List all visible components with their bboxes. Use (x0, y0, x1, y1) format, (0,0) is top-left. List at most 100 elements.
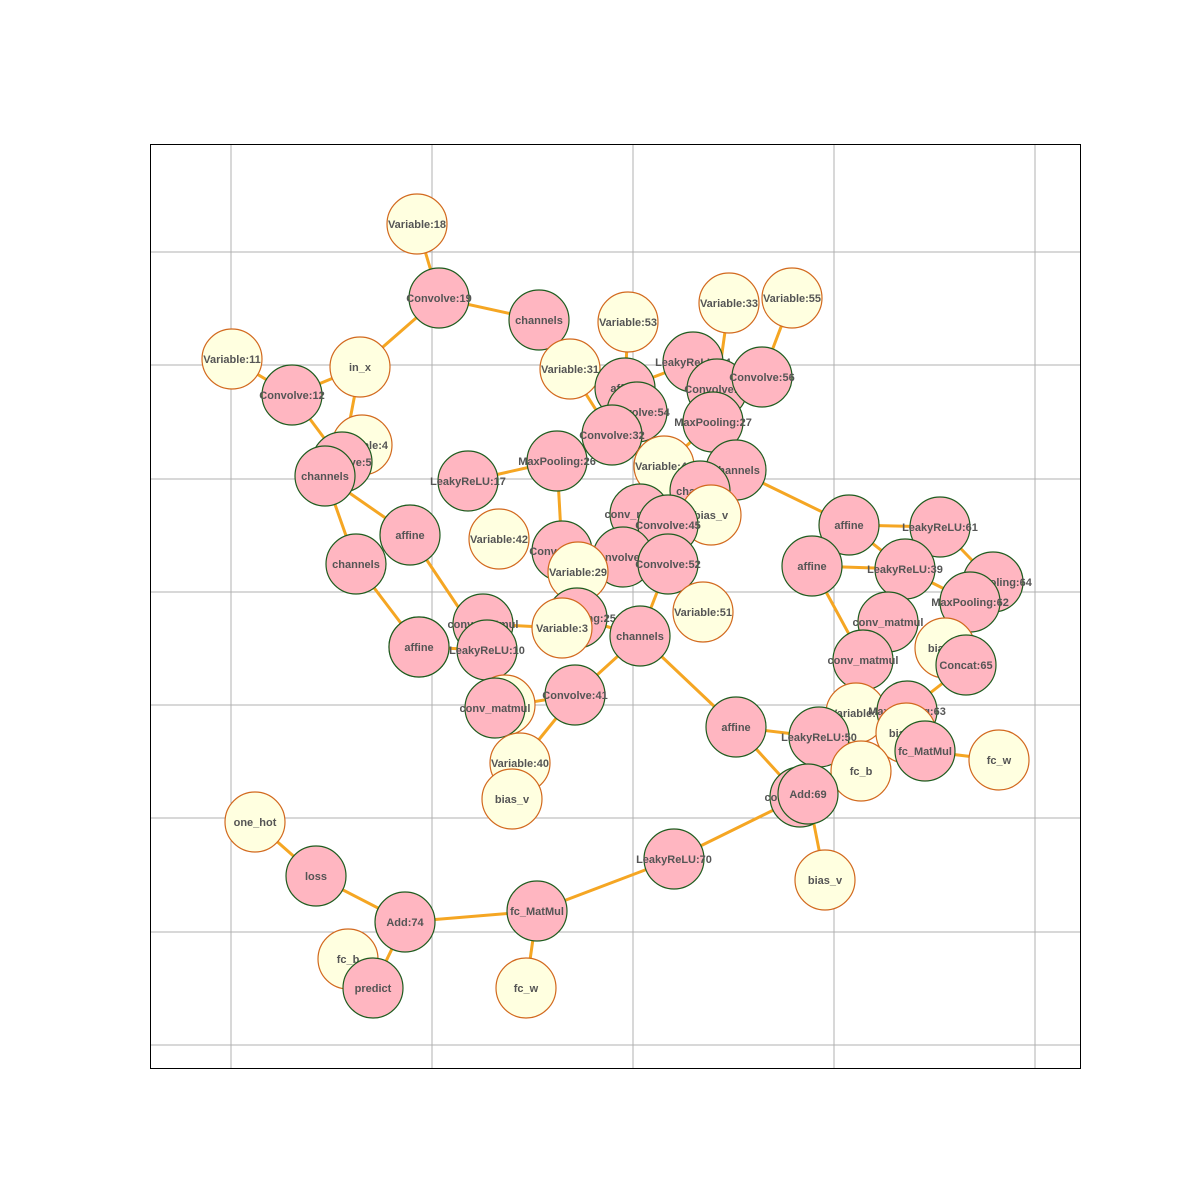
op-node-circle[interactable] (544, 664, 606, 726)
node-cm_c[interactable]: conv_matmul (460, 677, 531, 739)
variable-node-circle[interactable] (531, 597, 593, 659)
node-v33[interactable]: Variable:33 (698, 272, 760, 334)
node-aff_e[interactable]: affine (818, 494, 880, 556)
node-add69[interactable]: Add:69 (777, 763, 839, 825)
variable-node-circle[interactable] (539, 338, 601, 400)
node-v29[interactable]: Variable:29 (547, 541, 609, 603)
node-ch_b[interactable]: channels (294, 445, 356, 507)
node-lr17[interactable]: LeakyReLU:17 (430, 450, 506, 512)
node-c56[interactable]: Convolve:56 (729, 346, 795, 408)
op-node-circle[interactable] (285, 845, 347, 907)
node-v18[interactable]: Variable:18 (386, 193, 448, 255)
op-node-circle[interactable] (506, 880, 568, 942)
op-node-circle[interactable] (818, 494, 880, 556)
node-label: Variable:55 (763, 293, 821, 305)
op-node-circle[interactable] (261, 364, 323, 426)
node-fcw_b[interactable]: fc_w (495, 957, 557, 1019)
node-label: MaxPooling:27 (674, 417, 752, 429)
op-node-circle[interactable] (643, 828, 705, 890)
node-label: affine (395, 530, 424, 542)
node-aff_d[interactable]: affine (388, 616, 450, 678)
node-bias_c[interactable]: bias_v (481, 768, 543, 830)
op-node-circle[interactable] (781, 535, 843, 597)
variable-node-circle[interactable] (761, 267, 823, 329)
node-v42[interactable]: Variable:42 (468, 508, 530, 570)
node-ch_f[interactable]: channels (609, 605, 671, 667)
node-fcmm_b[interactable]: fc_MatMul (506, 880, 568, 942)
node-inx[interactable]: in_x (329, 336, 391, 398)
variable-node-circle[interactable] (468, 508, 530, 570)
node-label: conv_matmul (853, 617, 924, 629)
variable-node-circle[interactable] (830, 740, 892, 802)
node-v53[interactable]: Variable:53 (597, 291, 659, 353)
node-v51[interactable]: Variable:51 (672, 581, 734, 643)
node-label: affine (404, 642, 433, 654)
node-predict[interactable]: predict (342, 957, 404, 1019)
node-v3[interactable]: Variable:3 (531, 597, 593, 659)
node-v31[interactable]: Variable:31 (539, 338, 601, 400)
variable-node-circle[interactable] (495, 957, 557, 1019)
node-lr50[interactable]: LeakyReLU:50 (781, 706, 857, 768)
node-c52[interactable]: Convolve:52 (635, 533, 701, 595)
variable-node-circle[interactable] (329, 336, 391, 398)
op-node-circle[interactable] (894, 720, 956, 782)
variable-node-circle[interactable] (672, 581, 734, 643)
node-mp62[interactable]: MaxPooling:62 (931, 571, 1009, 633)
node-onehot[interactable]: one_hot (224, 791, 286, 853)
op-node-circle[interactable] (374, 891, 436, 953)
op-node-circle[interactable] (342, 957, 404, 1019)
variable-node-circle[interactable] (481, 768, 543, 830)
node-cm_e[interactable]: conv_matmul (828, 629, 899, 691)
op-node-circle[interactable] (935, 634, 997, 696)
node-fcb_a[interactable]: fc_b (830, 740, 892, 802)
node-lr10[interactable]: LeakyReLU:10 (449, 619, 525, 681)
op-node-circle[interactable] (437, 450, 499, 512)
node-mp26[interactable]: MaxPooling:26 (518, 430, 596, 492)
variable-node-circle[interactable] (386, 193, 448, 255)
op-node-circle[interactable] (408, 267, 470, 329)
op-node-circle[interactable] (379, 504, 441, 566)
node-loss[interactable]: loss (285, 845, 347, 907)
variable-node-circle[interactable] (597, 291, 659, 353)
variable-node-circle[interactable] (794, 849, 856, 911)
variable-node-circle[interactable] (698, 272, 760, 334)
node-lr70[interactable]: LeakyReLU:70 (636, 828, 712, 890)
node-v55[interactable]: Variable:55 (761, 267, 823, 329)
op-node-circle[interactable] (777, 763, 839, 825)
node-aff_a[interactable]: affine (379, 504, 441, 566)
op-node-circle[interactable] (637, 533, 699, 595)
node-aff_f[interactable]: affine (781, 535, 843, 597)
op-node-circle[interactable] (609, 605, 671, 667)
node-aff_g[interactable]: affine (705, 696, 767, 758)
op-node-circle[interactable] (325, 533, 387, 595)
node-lr61[interactable]: LeakyReLU:61 (902, 496, 978, 558)
node-concat65[interactable]: Concat:65 (935, 634, 997, 696)
variable-node-circle[interactable] (224, 791, 286, 853)
op-node-circle[interactable] (508, 289, 570, 351)
op-node-circle[interactable] (581, 404, 643, 466)
node-fcw_a[interactable]: fc_w (968, 729, 1030, 791)
op-node-circle[interactable] (909, 496, 971, 558)
node-c19[interactable]: Convolve:19 (406, 267, 472, 329)
node-label: channels (616, 631, 664, 643)
op-node-circle[interactable] (705, 696, 767, 758)
node-c32[interactable]: Convolve:32 (579, 404, 645, 466)
node-lr39[interactable]: LeakyReLU:39 (867, 538, 943, 600)
variable-node-circle[interactable] (201, 328, 263, 390)
op-node-circle[interactable] (464, 677, 526, 739)
node-ch_a[interactable]: channels (508, 289, 570, 351)
op-node-circle[interactable] (388, 616, 450, 678)
node-c12[interactable]: Convolve:12 (259, 364, 325, 426)
node-bias_f[interactable]: bias_v (794, 849, 856, 911)
variable-node-circle[interactable] (968, 729, 1030, 791)
op-node-circle[interactable] (294, 445, 356, 507)
node-label: Variable:53 (599, 317, 657, 329)
node-c41[interactable]: Convolve:41 (542, 664, 608, 726)
op-node-circle[interactable] (526, 430, 588, 492)
op-node-circle[interactable] (731, 346, 793, 408)
node-v11[interactable]: Variable:11 (201, 328, 263, 390)
node-fcmm_a[interactable]: fc_MatMul (894, 720, 956, 782)
node-add74[interactable]: Add:74 (374, 891, 436, 953)
node-ch_c[interactable]: channels (325, 533, 387, 595)
node-label: LeakyReLU:17 (430, 476, 506, 488)
